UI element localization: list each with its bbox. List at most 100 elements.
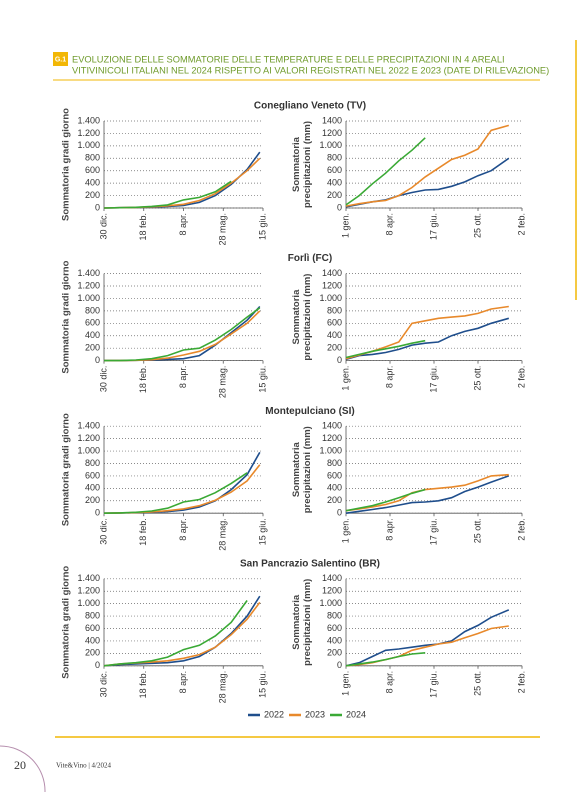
x-tick-label: 2 feb.: [516, 366, 526, 389]
x-tick-label: 8 apr.: [384, 366, 394, 389]
y-tick-label: 1.400: [77, 573, 100, 583]
x-tick-label: 25 ott.: [472, 366, 482, 391]
x-tick-label: 8 apr.: [178, 671, 188, 694]
x-tick-label: 2 feb.: [516, 213, 526, 236]
x-tick-label: 25 ott.: [472, 518, 482, 543]
x-tick-label: 8 apr.: [178, 366, 188, 389]
series-line: [345, 625, 509, 667]
y-tick-label: 200: [85, 648, 100, 658]
x-tick-label: 1 gen.: [340, 671, 350, 696]
x-tick-label: 15 giu.: [257, 213, 267, 240]
series-line: [345, 475, 510, 514]
y-tick-label: 1200: [322, 280, 342, 290]
y-tick-label: 200: [327, 495, 342, 505]
y-tick-label: 1200: [322, 433, 342, 443]
series-line: [345, 137, 426, 206]
y-axis-label: precipitazioni (mm): [302, 121, 313, 208]
series-line: [345, 317, 510, 361]
series-line: [103, 595, 261, 667]
y-tick-label: 400: [85, 330, 100, 340]
y-tick-label: 1.000: [319, 140, 342, 150]
series-line: [103, 464, 261, 514]
series-line: [345, 339, 426, 359]
y-tick-label: 200: [327, 190, 342, 200]
y-tick-label: 400: [327, 483, 342, 493]
badge: G.1: [55, 56, 66, 63]
x-tick-label: 30 dic.: [98, 366, 108, 393]
y-tick-label: 400: [85, 483, 100, 493]
series-line: [345, 609, 510, 667]
series-line: [345, 652, 426, 667]
y-tick-label: 0: [337, 660, 342, 670]
y-tick-label: 800: [85, 153, 100, 163]
y-tick-label: 0: [337, 202, 342, 212]
y-tick-label: 400: [327, 330, 342, 340]
y-tick-label: 600: [327, 165, 342, 175]
y-tick-label: 1200: [322, 128, 342, 138]
y-tick-label: 1.000: [77, 445, 100, 455]
x-tick-label: 18 feb.: [138, 671, 148, 699]
y-tick-label: 0: [95, 355, 100, 365]
chart-title: Montepulciano (SI): [265, 406, 354, 417]
header-title: EVOLUZIONE DELLE SOMMATORIE DELLE TEMPER…: [72, 54, 505, 64]
y-tick-label: 1.200: [77, 433, 100, 443]
y-axis-label: Sommatoria gradi giorno: [61, 413, 72, 526]
x-tick-label: 17 giu.: [428, 366, 438, 393]
x-tick-label: 2 feb.: [516, 671, 526, 694]
y-tick-label: 0: [337, 508, 342, 518]
series-line: [103, 451, 261, 514]
badge-box: [53, 52, 68, 66]
legend-label: 2024: [346, 709, 366, 719]
y-tick-label: 600: [85, 623, 100, 633]
y-axis-label: Sommatoria: [291, 289, 302, 345]
footer-arc: [0, 745, 46, 792]
x-tick-label: 1 gen.: [340, 213, 350, 238]
y-tick-label: 1.200: [77, 128, 100, 138]
y-tick-label: 400: [327, 635, 342, 645]
x-tick-label: 28 mag.: [218, 671, 228, 704]
series-line: [345, 124, 510, 207]
series-line: [345, 305, 509, 360]
chart-title: San Pancrazio Salentino (BR): [240, 558, 380, 569]
y-axis-label: Sommatoria: [291, 136, 302, 192]
y-tick-label: 800: [327, 153, 342, 163]
x-tick-label: 25 ott.: [472, 213, 482, 238]
y-tick-label: 1.000: [77, 293, 100, 303]
x-tick-label: 28 mag.: [218, 213, 228, 246]
y-tick-label: 600: [327, 470, 342, 480]
y-tick-label: 800: [327, 458, 342, 468]
y-tick-label: 1.400: [77, 421, 100, 431]
y-tick-label: 200: [85, 343, 100, 353]
y-tick-label: 600: [85, 318, 100, 328]
y-tick-label: 0: [95, 660, 100, 670]
y-tick-label: 800: [327, 610, 342, 620]
y-tick-label: 1.000: [319, 598, 342, 608]
series-line: [345, 157, 510, 208]
x-tick-label: 18 feb.: [138, 213, 148, 241]
x-tick-label: 15 giu.: [257, 671, 267, 698]
x-tick-label: 18 feb.: [138, 366, 148, 394]
y-tick-label: 600: [327, 623, 342, 633]
y-tick-label: 1400: [322, 421, 342, 431]
series-line: [345, 488, 426, 512]
x-tick-label: 1 gen.: [340, 518, 350, 543]
x-tick-label: 15 giu.: [257, 366, 267, 393]
x-tick-label: 1 gen.: [340, 366, 350, 391]
y-tick-label: 800: [85, 458, 100, 468]
y-axis-label: precipitazioni (mm): [302, 579, 313, 666]
page-number: 20: [14, 758, 26, 772]
y-tick-label: 400: [85, 178, 100, 188]
x-tick-label: 17 giu.: [428, 671, 438, 698]
y-axis-label: precipitazioni (mm): [302, 426, 313, 513]
y-tick-label: 1.200: [77, 586, 100, 596]
y-tick-label: 1.000: [319, 445, 342, 455]
y-tick-label: 200: [327, 343, 342, 353]
series-line: [104, 305, 261, 362]
legend-label: 2023: [305, 709, 325, 719]
y-axis-label: Sommatoria: [291, 594, 302, 650]
y-tick-label: 200: [85, 495, 100, 505]
x-tick-label: 18 feb.: [138, 518, 148, 546]
series-line: [103, 180, 232, 209]
y-tick-label: 1400: [322, 573, 342, 583]
